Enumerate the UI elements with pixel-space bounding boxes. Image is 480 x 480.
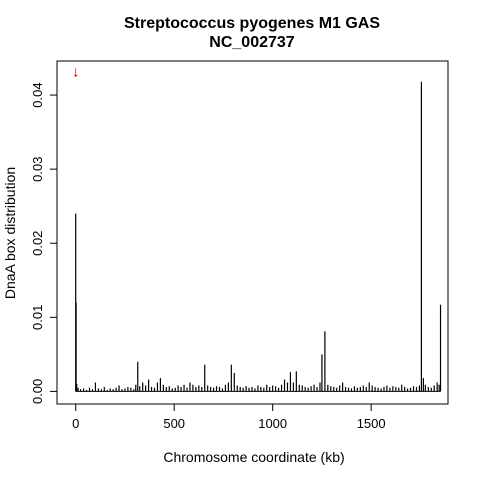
x-tick-label: 1500 [357, 416, 386, 431]
chart-title: Streptococcus pyogenes M1 GAS [124, 15, 380, 32]
x-tick-label: 500 [163, 416, 185, 431]
x-axis-label: Chromosome coordinate (kb) [163, 449, 344, 465]
y-axis-label: DnaA box distribution [2, 167, 18, 299]
x-axis: 0 500 1000 1500 [72, 403, 386, 431]
y-tick-label: 0.04 [30, 82, 45, 107]
y-tick-label: 0.01 [30, 305, 45, 330]
chart-subtitle: NC_002737 [209, 34, 295, 51]
plot-frame [56, 60, 449, 405]
x-tick-label: 0 [72, 416, 79, 431]
y-tick-label: 0.02 [30, 231, 45, 256]
y-tick-label: 0.00 [30, 379, 45, 404]
x-tick-label: 1000 [258, 416, 287, 431]
data-bars [75, 81, 442, 392]
origin-arrow-marker: ↓ [72, 64, 80, 81]
y-axis: 0.00 0.01 0.02 0.03 0.04 [30, 82, 58, 404]
y-tick-label: 0.03 [30, 157, 45, 182]
